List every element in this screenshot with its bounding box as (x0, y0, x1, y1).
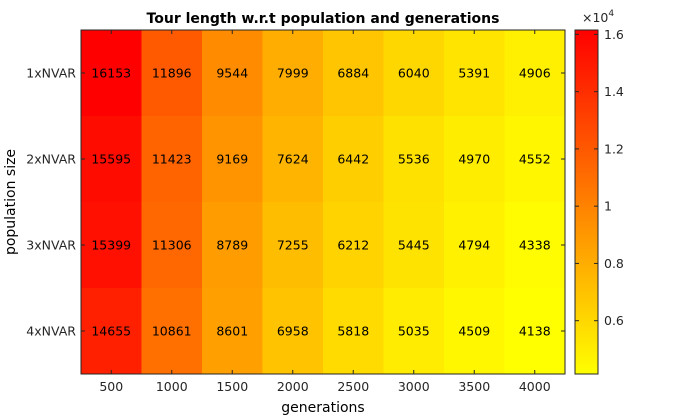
cell-value-label: 6442 (337, 152, 369, 167)
x-tick-label: 2000 (277, 379, 309, 394)
cell-value-label: 11306 (152, 238, 192, 253)
heatmap-cell (141, 30, 203, 117)
heatmap-cell (202, 30, 263, 117)
cell-value-label: 5445 (398, 238, 430, 253)
cell-value-label: 4509 (458, 324, 490, 339)
cell-value-label: 4794 (458, 238, 490, 253)
cell-value-label: 10861 (152, 324, 192, 339)
colorbar-tick-label: 0.8 (604, 256, 624, 271)
cell-value-label: 4338 (519, 238, 551, 253)
cell-value-label: 7999 (277, 66, 309, 81)
plot-frame (80, 29, 566, 375)
heatmap-cell (323, 30, 384, 117)
cell-value-label: 4552 (519, 152, 551, 167)
heatmap-cell (383, 288, 445, 375)
heatmap-cell (81, 30, 142, 117)
cell-value-label: 4906 (519, 66, 551, 81)
heatmap-cell (81, 116, 142, 203)
heatmap-cell (444, 288, 505, 375)
heatmap-cell (504, 116, 566, 203)
x-tick-label: 3000 (398, 379, 430, 394)
cell-value-label: 7624 (277, 152, 309, 167)
heatmap-cell (383, 116, 445, 203)
x-tick-label: 3500 (458, 379, 490, 394)
cell-value-label: 15399 (91, 238, 131, 253)
y-axis-label: population size (3, 149, 19, 255)
x-tick-label: 4000 (519, 379, 551, 394)
y-tick-label: 2xNVAR (26, 152, 76, 167)
heatmap-cell (444, 116, 505, 203)
heatmap-cell (504, 30, 566, 117)
x-axis-label: generations (281, 400, 364, 416)
heatmap-cell (444, 30, 505, 117)
heatmap-cell (202, 202, 263, 289)
colorbar-tick-label: 1.4 (604, 84, 624, 99)
colorbar-tick-label: 1.2 (604, 141, 624, 156)
colorbar-multiplier: ×104 (582, 9, 614, 25)
heatmap-cell (141, 288, 203, 375)
cell-value-label: 9544 (216, 66, 248, 81)
cell-value-label: 8789 (216, 238, 248, 253)
heatmap-cells (81, 30, 566, 375)
cell-value-label: 15595 (91, 152, 131, 167)
heatmap-cell (504, 288, 566, 375)
cell-value-label: 14655 (91, 324, 131, 339)
colorbar (575, 30, 598, 374)
heatmap-cell (141, 202, 203, 289)
cell-value-label: 5818 (337, 324, 369, 339)
colorbar-tick-label: 0.6 (604, 313, 624, 328)
x-tick-label: 1500 (216, 379, 248, 394)
x-tick-label: 500 (99, 379, 123, 394)
x-axis-ticks: 500 1000 1500 2000 2500 3000 3500 4000 (99, 30, 551, 394)
colorbar-ticks: 0.6 0.8 1 1.2 1.4 1.6 (575, 27, 624, 328)
cell-value-label: 11896 (152, 66, 192, 81)
cell-value-label: 5536 (398, 152, 430, 167)
cell-value-label: 16153 (91, 66, 131, 81)
cell-value-labels: 16153 11896 9544 7999 6884 6040 5391 4906 15595 1… (91, 66, 550, 339)
heatmap-cell (262, 288, 324, 375)
heatmap-cell (262, 30, 324, 117)
heatmap-cell (262, 202, 324, 289)
cell-value-label: 6212 (337, 238, 369, 253)
cell-value-label: 5035 (398, 324, 430, 339)
y-tick-label: 4xNVAR (26, 324, 76, 339)
heatmap-cell (81, 202, 142, 289)
cell-value-label: 8601 (216, 324, 248, 339)
heatmap-cell (141, 116, 203, 203)
cell-value-label: 7255 (277, 238, 309, 253)
heatmap-cell (383, 30, 445, 117)
cell-value-label: 5391 (458, 66, 490, 81)
heatmap-cell (383, 202, 445, 289)
colorbar-frame (574, 29, 599, 375)
cell-value-label: 11423 (152, 152, 192, 167)
heatmap-cell (444, 202, 505, 289)
y-tick-label: 3xNVAR (26, 238, 76, 253)
cell-value-label: 6040 (398, 66, 430, 81)
cell-value-label: 9169 (216, 152, 248, 167)
cell-value-label: 4138 (519, 324, 551, 339)
heatmap-cell (202, 288, 263, 375)
heatmap-cell (323, 202, 384, 289)
heatmap-cell (81, 288, 142, 375)
y-axis-ticks: 1xNVAR 2xNVAR 3xNVAR 4xNVAR (26, 66, 565, 339)
chart-title: Tour length w.r.t population and generat… (147, 11, 500, 27)
colorbar-tick-label: 1 (604, 199, 612, 214)
cell-value-label: 6884 (337, 66, 369, 81)
x-tick-label: 1000 (156, 379, 188, 394)
y-tick-label: 1xNVAR (26, 66, 76, 81)
colorbar-tick-label: 1.6 (604, 27, 624, 42)
cell-value-label: 6958 (277, 324, 309, 339)
heatmap-cell (323, 116, 384, 203)
heatmap-cell (323, 288, 384, 375)
heatmap-cell (504, 202, 566, 289)
cell-value-label: 4970 (458, 152, 490, 167)
heatmap-cell (262, 116, 324, 203)
x-tick-label: 2500 (337, 379, 369, 394)
heatmap-cell (202, 116, 263, 203)
